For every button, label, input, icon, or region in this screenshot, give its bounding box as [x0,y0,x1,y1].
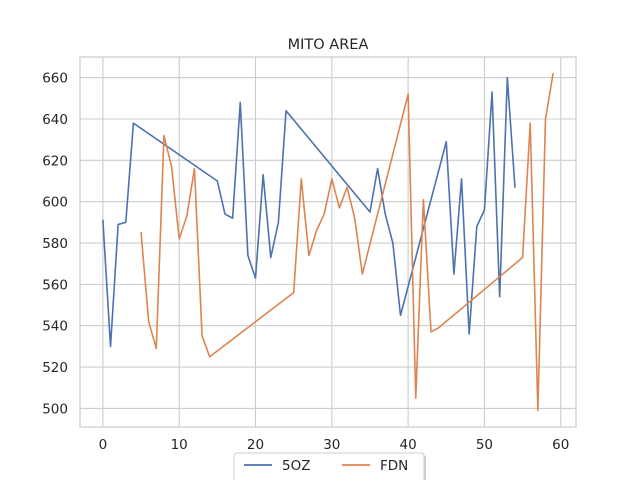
x-tick-label: 0 [99,437,108,453]
x-tick-label: 20 [247,437,264,453]
legend: 5OZ FDN [233,452,426,485]
x-tick-label: 10 [171,437,188,453]
legend-label-5oz: 5OZ [282,458,310,474]
tick-labels: 0 10 20 30 40 50 60 500 520 540 560 580 600 620 640 660 [42,71,569,453]
y-tick-label: 540 [42,319,68,335]
y-tick-label: 640 [42,112,68,128]
x-tick-label: 40 [400,437,417,453]
x-tick-label: 50 [476,437,493,453]
y-tick-label: 660 [42,71,68,87]
y-tick-label: 580 [42,236,68,252]
series-lines [102,72,554,412]
plot-frame [79,56,577,428]
y-tick-label: 500 [42,401,68,417]
x-tick-label: 60 [552,437,569,453]
y-tick-label: 600 [42,195,68,211]
series-line-5oz [102,76,516,348]
legend-label-fdn: FDN [380,458,408,474]
chart-title: MITO AREA [288,37,369,53]
y-tick-label: 520 [42,360,68,376]
x-tick-label: 30 [323,437,340,453]
y-tick-label: 620 [42,153,68,169]
series-line-fdn [140,72,554,412]
y-tick-label: 560 [42,277,68,293]
